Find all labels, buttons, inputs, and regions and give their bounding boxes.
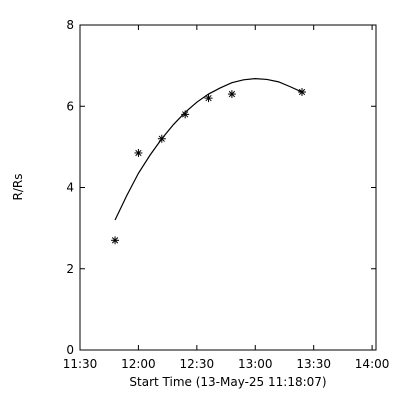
data-point — [157, 134, 166, 143]
fit-curve — [114, 78, 303, 221]
data-point — [227, 90, 236, 99]
x-tick-label: 14:00 — [355, 357, 390, 371]
data-point — [134, 148, 143, 157]
plot-frame — [79, 24, 377, 351]
curve-layer — [114, 78, 303, 221]
x-tick-label: 13:00 — [238, 357, 273, 371]
x-tick-label: 12:30 — [180, 357, 215, 371]
y-tick-label: 8 — [66, 18, 74, 32]
tick-layer — [79, 24, 376, 351]
y-tick-label: 6 — [66, 99, 74, 113]
label-layer: Start Time (13-May-25 11:18:07) R/Rs 11:… — [11, 18, 389, 389]
point-layer — [111, 88, 306, 245]
data-point-stroke — [298, 88, 306, 96]
x-axis-label: Start Time (13-May-25 11:18:07) — [129, 375, 326, 389]
data-point-stroke — [158, 135, 165, 142]
data-point — [298, 88, 306, 97]
x-tick-label: 11:30 — [63, 357, 98, 371]
data-point-stroke — [135, 149, 142, 157]
y-tick-label: 0 — [66, 343, 74, 357]
x-tick-label: 13:30 — [296, 357, 331, 371]
data-point — [111, 236, 120, 245]
data-point — [204, 94, 213, 103]
x-tick-label: 12:00 — [121, 357, 156, 371]
y-tick-label: 2 — [66, 262, 74, 276]
data-point-stroke — [205, 94, 212, 102]
data-point — [181, 110, 190, 119]
y-axis-label: R/Rs — [11, 174, 25, 201]
data-point-stroke — [228, 90, 236, 98]
data-point-stroke — [182, 111, 189, 118]
data-point-stroke — [111, 237, 119, 244]
y-tick-label: 4 — [66, 181, 74, 195]
